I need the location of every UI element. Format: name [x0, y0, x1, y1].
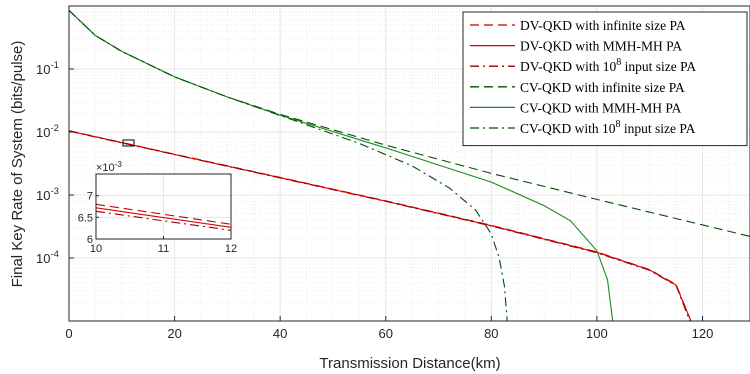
inset-x-tick-label: 12 — [225, 243, 237, 255]
x-axis-label: Transmission Distance(km) — [319, 355, 500, 372]
inset-series-line — [96, 203, 231, 225]
legend-entry: DV-QKD with infinite size PA — [520, 18, 686, 33]
y-axis-label: Final Key Rate of System (bits/pulse) — [9, 41, 26, 288]
x-tick-label: 80 — [484, 326, 498, 341]
series-line — [69, 10, 508, 321]
legend-entry: DV-QKD with 108 input size PA — [520, 57, 696, 74]
x-tick-label: 120 — [692, 326, 714, 341]
x-tick-label: 100 — [586, 326, 608, 341]
legend-entry: DV-QKD with MMH-MH PA — [520, 39, 682, 54]
inset-x-tick-label: 11 — [158, 243, 169, 255]
y-tick-label: 10-1 — [36, 60, 59, 77]
inset-y-tick-label: 6 — [87, 234, 93, 246]
legend-box — [462, 11, 748, 147]
legend-entry: CV-QKD with 108 input size PA — [520, 119, 696, 136]
x-tick-label: 40 — [273, 326, 287, 341]
y-tick-label: 10-4 — [36, 249, 59, 266]
series-layer — [69, 10, 750, 321]
inset-series-line — [96, 210, 231, 231]
x-tick-label: 0 — [65, 326, 72, 341]
axes-frame — [68, 5, 750, 322]
legend: DV-QKD with infinite size PA DV-QKD with … — [462, 11, 748, 147]
series-line — [69, 10, 614, 321]
zoom-marker-box — [122, 139, 135, 147]
inset-y-tick-label: 6.5 — [78, 212, 93, 224]
inset-y-tick-label: 7 — [87, 191, 93, 203]
axes: 0 20 40 60 80 100 120 10-4 10-3 10-2 10-1 — [36, 5, 750, 341]
y-tick-label: 10-3 — [36, 186, 59, 203]
y-tick-label: 10-2 — [36, 123, 59, 140]
x-tick-label: 60 — [379, 326, 393, 341]
inset-x-tick-label: 10 — [90, 243, 102, 255]
inset-series-line — [96, 207, 231, 228]
series-line — [69, 130, 691, 321]
x-tick-label: 20 — [167, 326, 181, 341]
legend-entry: CV-QKD with MMH-MH PA — [520, 100, 682, 115]
inset-series-layer — [96, 203, 231, 231]
inset-y-multiplier: ×10-3 — [96, 160, 122, 174]
legend-entry: CV-QKD with infinite size PA — [520, 80, 685, 95]
inset-chart: 10 11 12 6 6.5 7 ×10-3 — [78, 160, 237, 255]
